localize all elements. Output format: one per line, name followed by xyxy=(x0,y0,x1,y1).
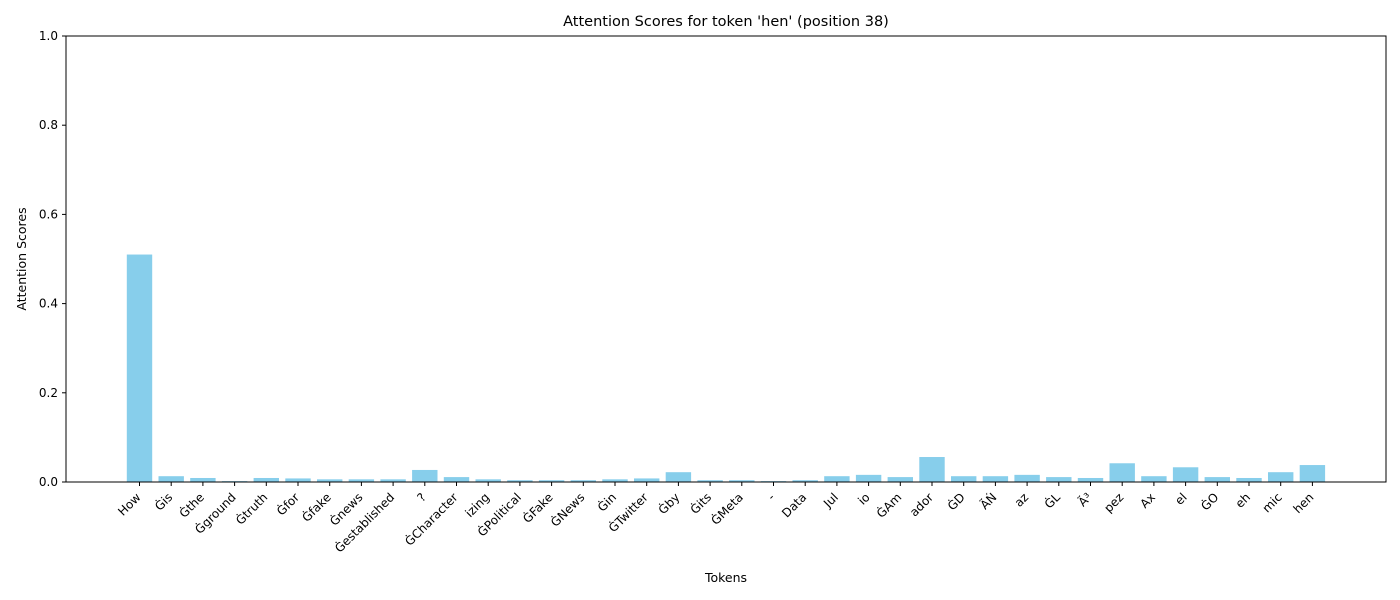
bar xyxy=(1204,477,1230,482)
bar xyxy=(1141,476,1167,482)
y-axis-label: Attention Scores xyxy=(14,207,29,310)
bar xyxy=(855,474,882,482)
bar xyxy=(1046,477,1072,482)
bar xyxy=(697,480,723,482)
x-tick-label: Ġtruth xyxy=(232,489,271,528)
bar xyxy=(602,479,628,482)
bar xyxy=(538,480,565,482)
bar xyxy=(824,476,850,482)
bar xyxy=(507,480,533,482)
x-tick-label: ador xyxy=(907,490,936,519)
bar xyxy=(475,479,501,482)
y-tick-label: 0.6 xyxy=(39,207,58,221)
bar xyxy=(412,469,438,482)
x-tick-label: Ax xyxy=(1137,490,1158,511)
bar xyxy=(729,480,755,482)
bar xyxy=(982,476,1009,482)
y-tick-label: 1.0 xyxy=(39,29,58,43)
x-tick-label: mic xyxy=(1260,490,1285,515)
bar xyxy=(1077,477,1104,482)
bar xyxy=(1109,463,1135,482)
x-tick-label: eh xyxy=(1233,490,1254,511)
x-tick-label: az xyxy=(1012,490,1032,510)
y-tick-label: 0.4 xyxy=(39,297,58,311)
x-tick-label: Ġits xyxy=(686,489,714,517)
x-tick-label: pez xyxy=(1101,490,1126,515)
bar xyxy=(317,479,343,482)
bar xyxy=(951,476,977,482)
bar xyxy=(1172,467,1199,482)
y-tick-label: 0.8 xyxy=(39,118,58,132)
bar xyxy=(190,477,216,482)
bar xyxy=(570,480,596,482)
bar xyxy=(348,479,375,482)
bar xyxy=(634,478,660,482)
x-tick-label: io xyxy=(855,490,872,507)
y-axis: 0.0 0.2 0.4 0.6 0.8 1.0 xyxy=(39,29,66,489)
x-tick-label: ĠCharacter xyxy=(401,489,461,549)
x-tick-label: - xyxy=(765,490,778,503)
x-tick-label: ĠL xyxy=(1040,489,1063,512)
plot-frame xyxy=(65,35,1387,483)
x-tick-label: ĠNews xyxy=(547,489,588,530)
bar xyxy=(792,480,818,482)
x-tick-label: hen xyxy=(1291,490,1317,516)
bar xyxy=(158,476,184,482)
bar xyxy=(126,254,153,482)
x-tick-label: el xyxy=(1172,490,1189,507)
x-tick-label: How xyxy=(115,490,144,519)
x-tick-label: ĠD xyxy=(943,489,967,513)
x-axis-label: Tokens xyxy=(704,570,747,585)
bar xyxy=(1299,465,1326,482)
x-tick-label: Data xyxy=(779,490,809,520)
y-tick-label: 0.0 xyxy=(39,475,58,489)
bar xyxy=(665,472,692,482)
y-tick-label: 0.2 xyxy=(39,386,58,400)
bar xyxy=(443,477,470,482)
bar xyxy=(887,477,913,482)
bar xyxy=(253,477,279,482)
bars-group xyxy=(126,254,1326,482)
bar xyxy=(380,479,406,482)
bar xyxy=(1268,472,1294,482)
x-tick-label: Ġin xyxy=(593,489,619,515)
x-tick-label: ĠO xyxy=(1197,489,1222,514)
bar xyxy=(1236,477,1262,482)
bar xyxy=(1014,474,1040,482)
x-tick-label: Jul xyxy=(820,490,841,511)
x-tick-label: ĠMeta xyxy=(707,489,746,528)
bar xyxy=(919,457,945,482)
x-tick-label: ÃŃ xyxy=(977,490,1000,513)
x-tick-label: Ã³ xyxy=(1075,489,1095,509)
chart-title: Attention Scores for token 'hen' (positi… xyxy=(563,14,889,30)
bar xyxy=(285,478,311,482)
x-tick-label: Ġis xyxy=(151,489,176,514)
x-tick-label: ĠAm xyxy=(872,489,904,521)
x-tick-label: ? xyxy=(415,490,429,504)
x-tick-label: Ġfor xyxy=(273,489,303,519)
x-tick-label: Ġby xyxy=(654,489,682,517)
